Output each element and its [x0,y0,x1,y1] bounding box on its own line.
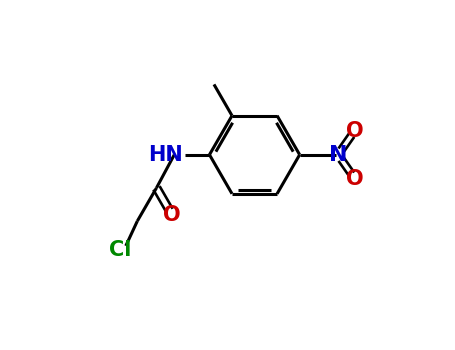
Text: HN: HN [148,145,182,165]
Text: O: O [346,121,364,141]
Text: O: O [163,205,181,225]
Text: Cl: Cl [109,240,131,260]
Text: O: O [346,169,364,189]
Text: N: N [329,145,347,165]
